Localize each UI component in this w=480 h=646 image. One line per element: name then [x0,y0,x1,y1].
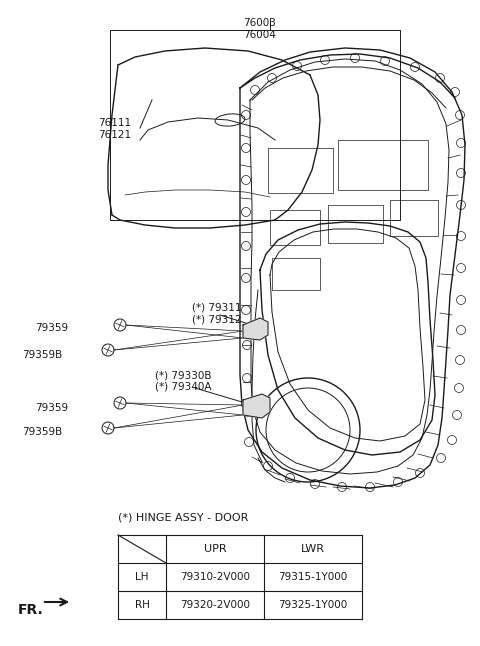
Text: 79315-1Y000: 79315-1Y000 [278,572,348,582]
Text: (*) 79311
(*) 79312: (*) 79311 (*) 79312 [192,303,241,324]
Text: (*) HINGE ASSY - DOOR: (*) HINGE ASSY - DOOR [118,513,248,523]
Text: (*) 79330B
(*) 79340A: (*) 79330B (*) 79340A [155,370,212,391]
Text: 79359B: 79359B [22,427,62,437]
Bar [270,210,320,245]
Text: 79359: 79359 [35,323,68,333]
Text: RH: RH [134,600,149,610]
Text: 79325-1Y000: 79325-1Y000 [278,600,348,610]
Text: 79359: 79359 [35,403,68,413]
Text: 79310-2V000: 79310-2V000 [180,572,250,582]
Bar [272,258,320,290]
Text: 76003
76004: 76003 76004 [243,18,276,39]
Text: 79359B: 79359B [22,350,62,360]
Text: 79320-2V000: 79320-2V000 [180,600,250,610]
Bar [390,200,438,236]
Bar [338,140,428,190]
Bar [268,148,333,193]
Text: FR.: FR. [18,603,44,617]
Text: 76111
76121: 76111 76121 [98,118,131,140]
Text: UPR: UPR [204,544,226,554]
Polygon shape [243,394,270,418]
Bar [328,205,383,243]
Text: LH: LH [135,572,149,582]
Text: LWR: LWR [301,544,325,554]
Polygon shape [243,318,268,340]
